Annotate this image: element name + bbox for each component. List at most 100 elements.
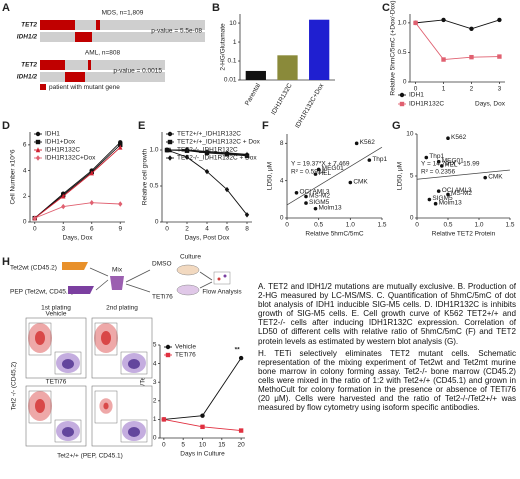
population	[103, 402, 109, 410]
marker	[413, 20, 418, 26]
y-tick-label: 2	[23, 193, 27, 200]
tube	[110, 276, 124, 290]
x-tick-label: 2	[185, 226, 189, 233]
point	[354, 141, 359, 146]
point	[436, 159, 441, 164]
point	[367, 158, 372, 162]
legend-label: IDH1+Dox	[45, 139, 76, 146]
series-line	[415, 19, 500, 30]
mutation-block	[65, 72, 85, 82]
y-tick-label: 0	[403, 79, 407, 86]
marker	[497, 54, 502, 59]
mutation-block	[75, 32, 92, 42]
y-tick-label: 4	[280, 177, 284, 184]
x-tick-label: 5	[181, 442, 185, 449]
point-label: Thp1	[429, 153, 444, 160]
point	[440, 164, 444, 168]
marker	[399, 92, 405, 98]
population	[128, 427, 140, 437]
schematic-label: DMSO	[152, 261, 172, 268]
y-tick-label: 1.0	[397, 20, 406, 27]
gate	[94, 390, 118, 424]
legend-label: TET2+/+_IDH1R132C	[177, 131, 241, 138]
y-tick-label: 4	[23, 167, 27, 174]
point	[433, 201, 438, 206]
x-tick-label: 9	[118, 226, 122, 233]
point	[316, 167, 321, 172]
y-axis-label: 2-HG/Glutamate	[220, 23, 227, 71]
oncoprint-row	[40, 60, 165, 70]
population	[62, 359, 74, 369]
point-label: SIGM5	[432, 195, 453, 202]
marker	[165, 352, 171, 358]
point-label: K562	[360, 139, 376, 146]
annotation: Y = 14.79*X + 15.99	[421, 161, 480, 168]
marker	[238, 355, 244, 361]
x-tick-label: IDH1R132C	[270, 82, 294, 116]
marker	[200, 413, 205, 418]
mutation-block	[40, 60, 65, 70]
point	[483, 175, 488, 180]
trend-line	[286, 146, 383, 206]
schematic-label: TETi76	[152, 294, 173, 301]
population	[62, 427, 74, 437]
x-tick-label: 10	[199, 442, 207, 449]
x-tick-label: Parental	[244, 82, 262, 107]
mutation-block	[40, 20, 75, 30]
marker	[497, 17, 502, 23]
arrow	[89, 267, 109, 291]
trend-line	[416, 169, 511, 180]
x-axis-label: Relative TET2 Protein	[432, 231, 496, 238]
marker	[441, 17, 446, 23]
x-tick-label: 6	[225, 226, 229, 233]
marker	[200, 424, 205, 430]
arrow	[125, 269, 151, 293]
y-axis-label: LD50, μM	[267, 162, 274, 190]
panel-label: A	[2, 2, 10, 14]
schematic-label: PEP (Tet2wt, CD45.1)	[10, 289, 73, 296]
marker	[89, 170, 94, 176]
tube	[68, 286, 94, 294]
gate	[120, 419, 148, 443]
flow-row-label: Vehicle	[46, 311, 67, 318]
flow-y-label: Tet2 -/- (CD45.2)	[11, 362, 18, 410]
point-label: HEL	[319, 170, 332, 177]
marker	[238, 428, 244, 433]
gene-label: IDH1/2	[17, 74, 38, 81]
legend-label: IDH1R132C	[409, 101, 444, 108]
series-line	[163, 357, 242, 420]
legend-label: TET2-/-_IDH1R132C + Dox	[177, 155, 257, 162]
y-tick-label: 10	[229, 20, 237, 27]
oncoprint-row	[40, 72, 165, 82]
x-tick-label: 1.5	[505, 222, 514, 229]
marker	[35, 147, 41, 153]
flow-row-label: TETi76	[46, 379, 67, 386]
x-tick-label: 6	[90, 226, 94, 233]
x-tick-label: 1	[442, 86, 446, 93]
x-tick-label: 0	[414, 86, 418, 93]
flow-icon	[223, 274, 227, 278]
panel-label: E	[138, 120, 145, 132]
flow-icon	[217, 277, 221, 281]
marker	[204, 148, 210, 154]
series-line	[34, 144, 121, 219]
point-label: K562	[451, 134, 467, 141]
legend-label: IDH1R132C	[45, 147, 80, 154]
x-tick-label: 3	[498, 86, 502, 93]
panel-label: D	[2, 120, 10, 132]
x-tick-label: 4	[205, 226, 209, 233]
point-label: OCI AML3	[300, 189, 330, 196]
point	[294, 191, 299, 195]
point-label: SIGM5	[309, 199, 330, 206]
population	[128, 359, 140, 369]
point	[424, 155, 429, 160]
axis	[159, 345, 245, 439]
bar	[277, 55, 298, 80]
point-label: CMK	[488, 173, 503, 180]
flow-column-label: 1st plating	[41, 305, 71, 312]
flow-column-label: 2nd plating	[106, 305, 138, 312]
annotation: R² = 0.2356	[421, 169, 456, 176]
population	[35, 399, 45, 413]
marker	[224, 150, 230, 156]
